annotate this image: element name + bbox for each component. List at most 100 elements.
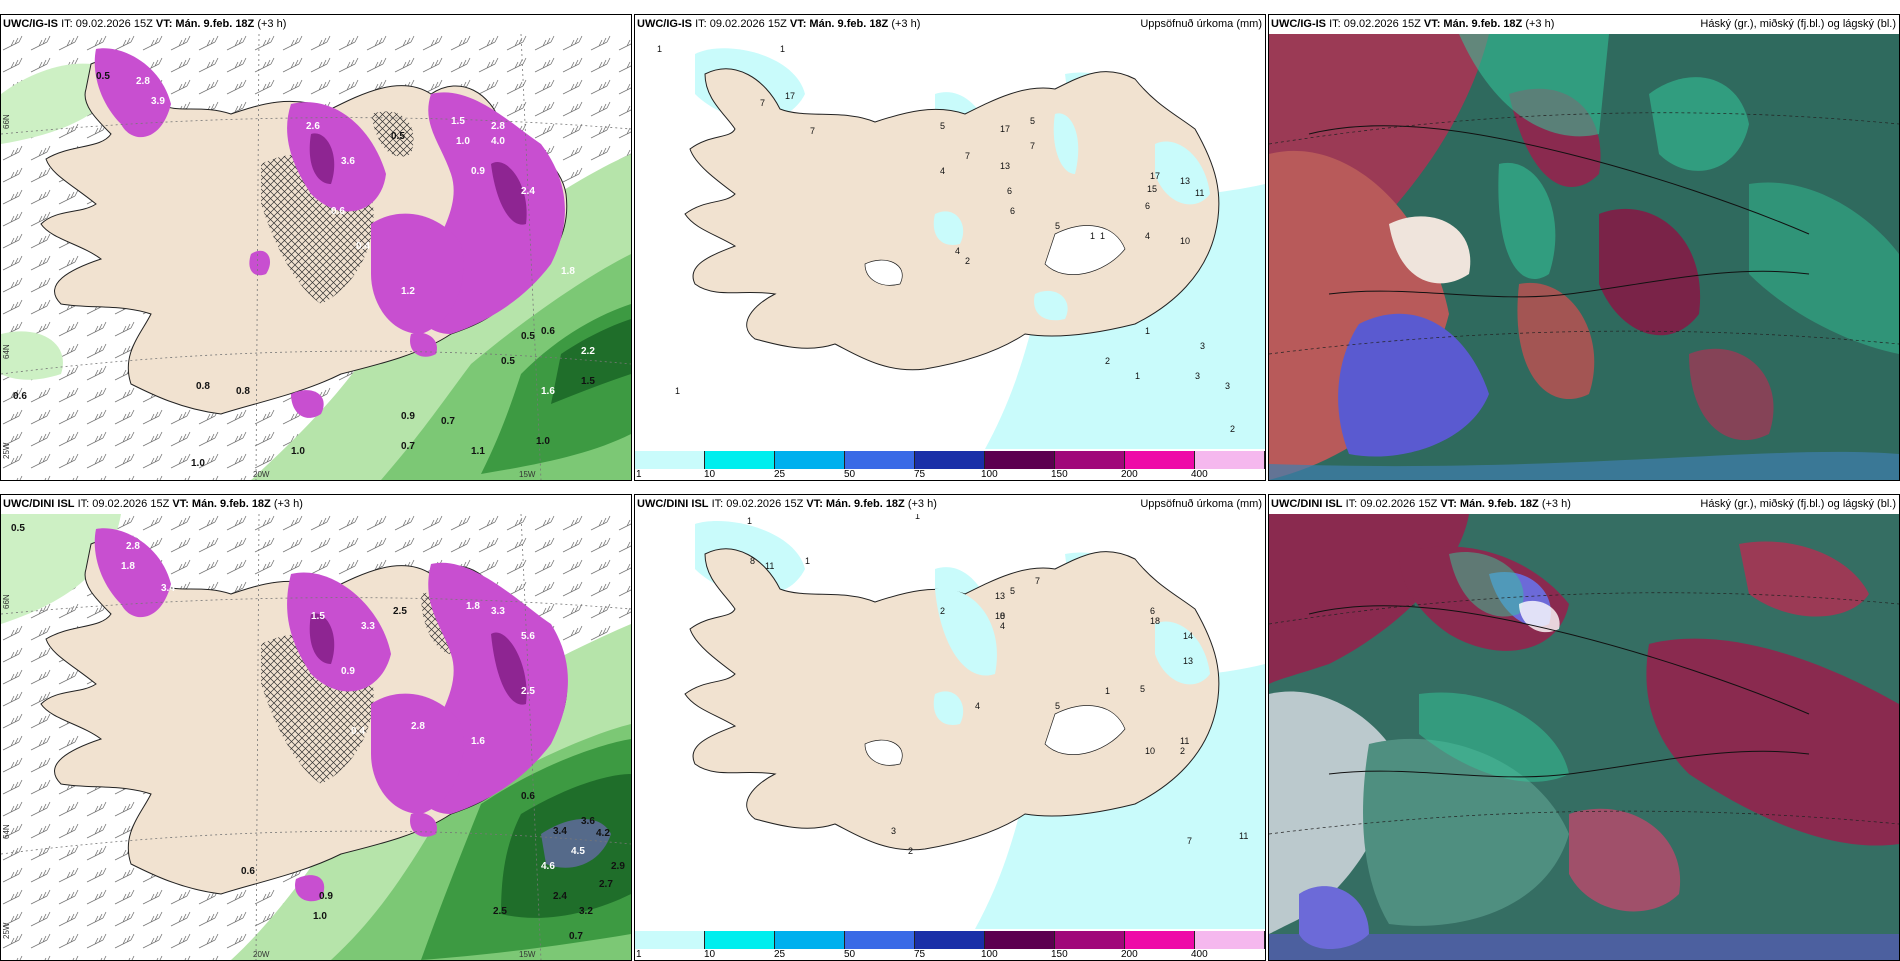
init-time: IT: 09.02.2026 15Z [77, 498, 170, 510]
valid-time: VT: Mán. 9.feb. 18Z [155, 18, 255, 30]
accum-label: 17 [1000, 124, 1010, 134]
precip-label: 1.5 [451, 116, 465, 127]
precip-label: 2.8 [491, 121, 505, 132]
forecast-offset: (+3 h) [273, 498, 303, 510]
accum-label: 4 [1000, 621, 1005, 631]
model-name: UWC/IG-IS [3, 18, 58, 30]
accum-label: 1 [1100, 231, 1105, 241]
model-name: UWC/IG-IS [637, 18, 692, 30]
field-title: Uppsöfnuð úrkoma (mm) [1140, 18, 1262, 30]
colorbar-tick: 75 [914, 469, 926, 480]
panel-header: UWC/IG-IS IT: 09.02.2026 15Z VT: Mán. 9.… [635, 15, 1265, 34]
colorbar-swatch [1195, 451, 1265, 469]
accum-label: 4 [1145, 231, 1150, 241]
precip-label: 1.6 [471, 736, 485, 747]
colorbar-tick: 1 [636, 949, 642, 960]
init-time: IT: 09.02.2026 15Z [695, 18, 787, 30]
precip-label: 1.8 [561, 266, 575, 277]
valid-time: VT: Mán. 9.feb. 18Z [1440, 498, 1539, 510]
accum-label: 7 [760, 98, 765, 108]
colorbar-tick: 100 [981, 469, 998, 480]
accum-label: 15 [1147, 184, 1157, 194]
init-time: IT: 09.02.2026 15Z [61, 18, 153, 30]
colorbar-tick: 75 [914, 949, 926, 960]
accum-label: 1 [805, 556, 810, 566]
precip-label: 4.6 [541, 861, 555, 872]
panel-header: UWC/DINI ISL IT: 09.02.2026 15Z VT: Mán.… [1269, 495, 1899, 514]
accum-label: 4 [955, 246, 960, 256]
accum-label: 17 [1150, 171, 1160, 181]
accum-label: 6 [1150, 606, 1155, 616]
precip-value-labels: 0.5 2.8 3.9 2.6 3.6 0.5 1.5 1.0 4.0 2.8 … [13, 71, 595, 469]
colorbar-tick: 50 [844, 949, 856, 960]
precip-label: 1.1 [471, 446, 485, 457]
precip-label: 4.0 [491, 136, 505, 147]
map-cloud-cover [1269, 514, 1899, 960]
colorbar-swatch [775, 451, 845, 469]
precip-label: 0.9 [471, 166, 485, 177]
precip-label: 2.5 [393, 606, 407, 617]
colorbar-tick: 10 [704, 949, 716, 960]
precip-label: 1.0 [456, 136, 470, 147]
valid-time: VT: Mán. 9.feb. 18Z [789, 18, 889, 30]
precip-label: 2.8 [126, 541, 140, 552]
colorbar-swatch [985, 931, 1055, 949]
lat-label: 66N [2, 114, 11, 129]
lon-label: 15W [519, 950, 536, 959]
accum-label: 2 [1230, 424, 1235, 434]
lon-label: 20W [253, 470, 270, 479]
panel-accum-precip-top: UWC/IG-IS IT: 09.02.2026 15Z VT: Mán. 9.… [634, 14, 1266, 481]
accum-label: 6 [1010, 206, 1015, 216]
accum-label: 3 [1225, 381, 1230, 391]
accum-label: 1 [1145, 326, 1150, 336]
accum-label: 2 [940, 606, 945, 616]
precip-label: 1.5 [581, 376, 595, 387]
accum-label: 13 [995, 591, 1005, 601]
lon-label: 15W [519, 470, 536, 479]
forecast-offset: (+3 h) [1525, 18, 1555, 30]
accum-label: 8 [1000, 611, 1005, 621]
panel-header: UWC/DINI ISL IT: 09.02.2026 15Z VT: Mán.… [635, 495, 1265, 514]
accum-label: 6 [1145, 201, 1150, 211]
precip-label: 0.5 [96, 71, 110, 82]
colorbar-tick: 25 [774, 469, 786, 480]
accum-label: 1 [747, 516, 752, 526]
colorbar-tick: 200 [1121, 949, 1138, 960]
precip-value-labels: 0.5 2.8 1.8 3.4 1.5 3.3 2.5 0.9 1.8 3.3 … [11, 523, 625, 942]
lon-label: 20W [253, 950, 270, 959]
accum-label: 11 [1195, 188, 1204, 198]
accum-label: 5 [1140, 684, 1145, 694]
precip-label: 0.5 [501, 356, 515, 367]
accum-label: 14 [1183, 631, 1193, 641]
accum-label: 18 [1150, 616, 1160, 626]
precip-label: 2.9 [611, 861, 625, 872]
accum-value-labels: 1 1 11 1 8 2 5 13 4 8 10 7 18 14 13 6 5 … [747, 514, 1248, 856]
precip-label: 1.0 [191, 458, 205, 469]
precip-label: 0.9 [319, 891, 333, 902]
panel-precip-wind-top: UWC/IG-IS IT: 09.02.2026 15Z VT: Mán. 9.… [0, 14, 632, 481]
accum-label: 1 [1105, 686, 1110, 696]
panel-header: UWC/IG-IS IT: 09.02.2026 15Z VT: Mán. 9.… [1, 15, 631, 34]
colorbar-swatch [915, 451, 985, 469]
precip-label: 3.6 [341, 156, 355, 167]
precip-label: 0.5 [521, 331, 535, 342]
accum-label: 1 [780, 44, 785, 54]
forecast-offset: (+3 h) [1541, 498, 1571, 510]
accum-label: 2 [908, 846, 913, 856]
precip-label: 2.2 [581, 346, 595, 357]
colorbar-tick: 150 [1051, 949, 1068, 960]
colorbar-swatch [1055, 451, 1125, 469]
panel-header: UWC/DINI ISL IT: 09.02.2026 15Z VT: Mán.… [1, 495, 631, 514]
accum-label: 8 [750, 556, 755, 566]
accum-label: 3 [1195, 371, 1200, 381]
precip-label: 0.9 [401, 411, 415, 422]
accum-label: 6 [1007, 186, 1012, 196]
precip-label: 0.6 [521, 791, 535, 802]
precip-label: 1.0 [536, 436, 550, 447]
lon-label: 25W [2, 442, 11, 459]
accum-label: 7 [1035, 576, 1040, 586]
precip-label: 0.6 [331, 206, 345, 217]
colorbar-tick: 200 [1121, 469, 1138, 480]
precip-label: 1.8 [121, 561, 135, 572]
precip-label: 2.5 [493, 906, 507, 917]
